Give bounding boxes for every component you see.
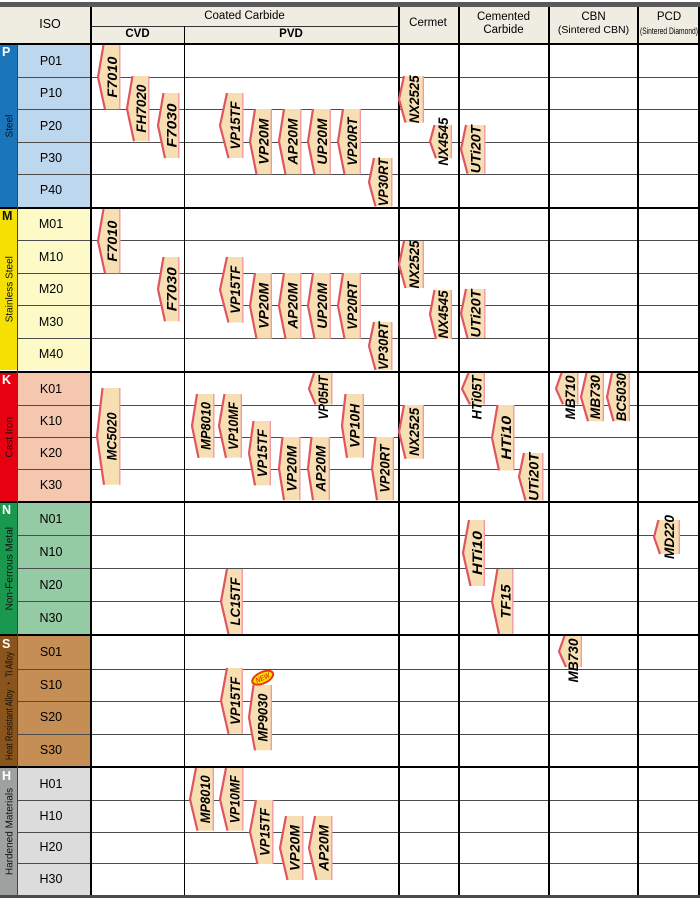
svg-text:NX2525: NX2525 (407, 407, 422, 455)
svg-text:VP15TF: VP15TF (257, 807, 272, 856)
svg-text:VP05HT: VP05HT (316, 374, 331, 420)
svg-text:VP10H: VP10H (347, 404, 362, 448)
svg-text:VP30RT: VP30RT (376, 320, 391, 370)
svg-text:MC5020: MC5020 (104, 412, 119, 460)
svg-text:FH7020: FH7020 (134, 84, 149, 132)
svg-text:VP20M: VP20M (287, 824, 302, 871)
svg-text:TF15: TF15 (498, 583, 513, 618)
svg-text:Steel: Steel (4, 114, 15, 137)
svg-text:VP20M: VP20M (284, 445, 299, 492)
svg-text:AP20M: AP20M (316, 824, 331, 872)
svg-text:UTi20T: UTi20T (526, 451, 541, 501)
svg-text:UP20M: UP20M (314, 282, 329, 329)
svg-text:AP20M: AP20M (314, 445, 329, 493)
svg-text:VP20M: VP20M (256, 118, 271, 165)
svg-text:NX4545: NX4545 (436, 117, 451, 165)
svg-text:Heat Resistant Alloy ・ Ti Allo: Heat Resistant Alloy ・ Ti Alloy (4, 652, 15, 760)
svg-text:F7030: F7030 (164, 267, 179, 312)
svg-text:NX4545: NX4545 (436, 290, 451, 338)
svg-text:VP10MF: VP10MF (226, 401, 241, 450)
svg-text:VP15TF: VP15TF (228, 100, 243, 149)
svg-text:VP20M: VP20M (256, 282, 271, 329)
svg-text:MP9030: MP9030 (255, 693, 270, 741)
svg-text:Non-Ferrous Metal: Non-Ferrous Metal (4, 527, 15, 610)
svg-text:VP20RT: VP20RT (345, 116, 360, 166)
svg-text:LC15TF: LC15TF (228, 576, 243, 625)
svg-text:F7010: F7010 (105, 220, 120, 262)
svg-text:AP20M: AP20M (285, 118, 300, 166)
svg-text:VP15TF: VP15TF (228, 265, 243, 314)
svg-text:F7030: F7030 (164, 103, 179, 148)
svg-text:MB730: MB730 (588, 375, 603, 419)
svg-text:MB730: MB730 (566, 638, 581, 682)
svg-text:Stainless Steel: Stainless Steel (4, 256, 15, 322)
svg-text:HTi10: HTi10 (498, 415, 513, 460)
svg-text:VP20RT: VP20RT (345, 280, 360, 330)
svg-text:UP20M: UP20M (314, 118, 329, 165)
svg-text:UTi20T: UTi20T (469, 124, 484, 174)
svg-text:AP20M: AP20M (285, 282, 300, 330)
svg-text:VP15TF: VP15TF (228, 676, 243, 725)
svg-text:BC5030: BC5030 (614, 373, 629, 421)
svg-text:VP30RT: VP30RT (376, 156, 391, 206)
svg-text:MD220: MD220 (662, 514, 677, 558)
svg-text:VP20RT: VP20RT (377, 443, 392, 493)
svg-text:UTi20T: UTi20T (469, 288, 484, 338)
svg-text:HTi05T: HTi05T (470, 374, 485, 420)
svg-text:HTi10: HTi10 (470, 530, 485, 575)
svg-text:F7010: F7010 (105, 56, 120, 98)
svg-text:VP10MF: VP10MF (227, 775, 242, 824)
svg-text:MP8010: MP8010 (198, 401, 213, 449)
svg-text:MB710: MB710 (562, 375, 577, 419)
svg-text:Cast Iron: Cast Iron (4, 416, 15, 457)
svg-text:VP15TF: VP15TF (255, 428, 270, 477)
svg-text:NX2525: NX2525 (407, 75, 422, 123)
svg-text:Hardened Materials: Hardened Materials (4, 788, 15, 875)
svg-text:NX2525: NX2525 (407, 240, 422, 288)
svg-text:(Sintered Diamond): (Sintered Diamond) (640, 26, 698, 36)
svg-text:MP8010: MP8010 (197, 775, 212, 823)
